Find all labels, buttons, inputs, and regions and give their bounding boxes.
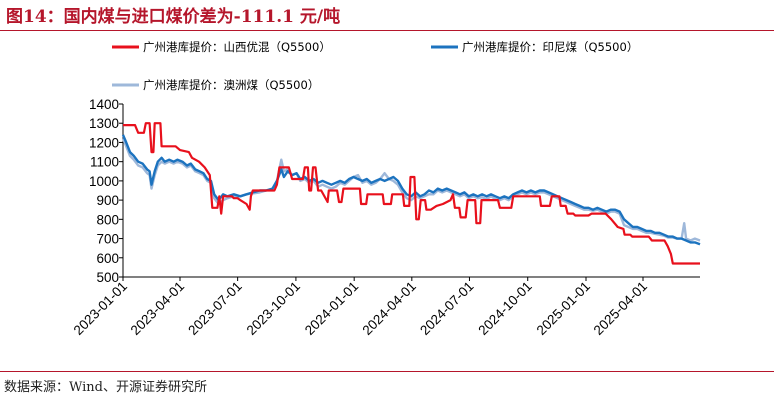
series-layer [121,122,701,265]
x-tick-label: 2025-04-01 [591,279,650,338]
x-tick-label: 2024-01-01 [302,279,361,338]
y-tick-label: 1100 [90,155,119,170]
source-note: 数据来源：Wind、开源证券研究所 [4,380,207,395]
y-tick-label: 600 [96,251,119,266]
y-ticks: 500 600 700 800 900 1000 1100 1200 1300 1400 [89,97,123,285]
figure-title: 图14：国内煤与进口煤价差为-111.1 元/吨 [6,7,341,27]
x-tick-label: 2023-07-01 [185,279,244,338]
x-tick-label: 2024-07-01 [417,279,476,338]
series-line-shanxi [123,122,700,265]
x-tick-label: 2023-04-01 [128,279,187,338]
y-tick-label: 1200 [89,135,119,150]
y-tick-label: 700 [96,232,119,247]
y-tick-label: 1300 [89,116,119,131]
series-line-indonesia [121,134,701,246]
y-tick-label: 1000 [89,174,119,189]
y-tick-label: 800 [96,212,119,227]
x-tick-label: 2025-01-01 [534,279,593,338]
y-tick-label: 1400 [89,97,119,112]
x-tick-label: 2024-04-01 [359,279,418,338]
footer-divider [0,371,774,372]
y-tick-label: 900 [96,193,119,208]
x-ticks: 2023-01-012023-04-012023-07-012023-10-01… [71,277,650,338]
y-tick-label: 500 [96,270,119,285]
x-tick-label: 2024-10-01 [475,279,534,338]
chart-legend: 广州港库提价：山西优混（Q5500） 广州港库提价：印尼煤（Q5500） 广州港… [112,40,638,92]
legend-label-shanxi: 广州港库提价：山西优混（Q5500） [143,40,331,54]
x-tick-label: 2023-01-01 [71,279,130,338]
legend-label-australia: 广州港库提价：澳洲煤（Q5500） [143,78,319,92]
legend-label-indonesia: 广州港库提价：印尼煤（Q5500） [462,40,638,54]
chart-axes [122,104,700,278]
title-divider [0,30,774,31]
price-chart: 广州港库提价：山西优混（Q5500） 广州港库提价：印尼煤（Q5500） 广州港… [71,40,701,338]
series-line-australia [121,138,701,242]
x-tick-label: 2023-10-01 [244,279,303,338]
